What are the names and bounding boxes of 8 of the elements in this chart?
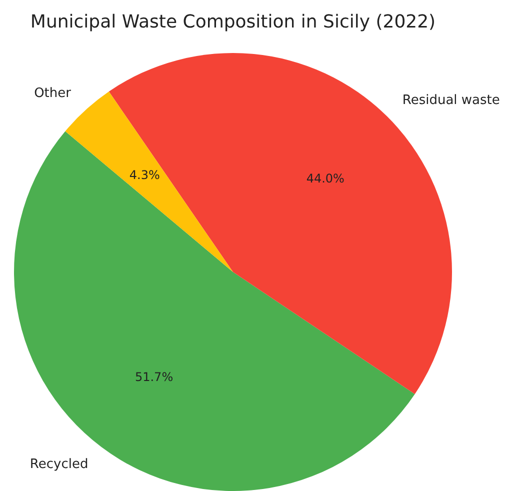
slice-label: Residual waste <box>402 93 500 108</box>
chart-title: Municipal Waste Composition in Sicily (2022) <box>30 12 436 32</box>
data-label: 51.7% <box>134 370 174 384</box>
slice-label: Other <box>34 86 72 102</box>
slice-label: Recycled <box>30 457 88 472</box>
pie-slice <box>14 131 415 491</box>
data-label: 44.0% <box>306 172 344 186</box>
data-label: 4.3% <box>129 168 160 182</box>
